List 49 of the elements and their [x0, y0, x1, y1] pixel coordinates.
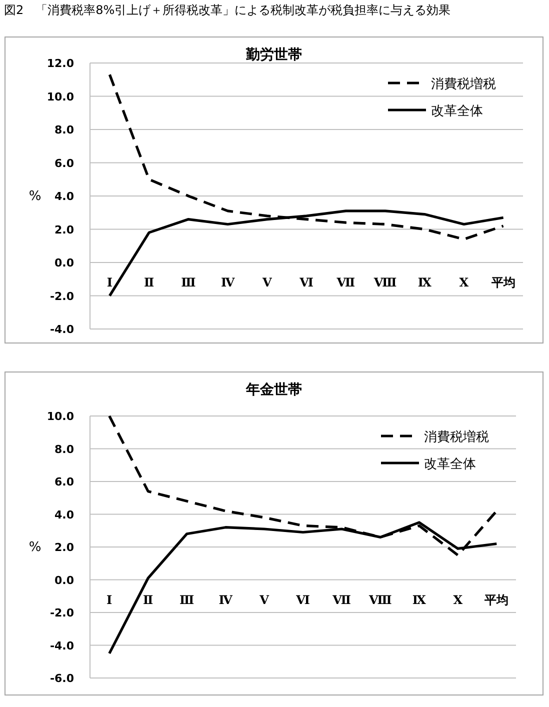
caption: 図2 「消費税率8%引上げ＋所得税改革」による税制改革が税負担率に与える効果 — [4, 3, 451, 17]
x-tick-label: 平均 — [484, 592, 509, 607]
y-tick-label: -4.0 — [50, 639, 74, 652]
y-tick-label: -2.0 — [50, 290, 74, 303]
y-tick-label: 0.0 — [54, 256, 74, 270]
x-tick-label: Ⅸ — [418, 276, 432, 290]
y-tick-label: 8.0 — [54, 124, 74, 136]
x-tick-label: Ⅲ — [180, 592, 195, 607]
legend-label: 消費税増税 — [431, 76, 496, 92]
x-tick-label: Ⅲ — [181, 276, 196, 290]
x-tick-label: Ⅷ — [368, 592, 392, 607]
x-tick-label: Ⅱ — [144, 276, 154, 290]
x-tick-label: Ⅳ — [220, 276, 235, 290]
y-tick-label: -6.0 — [50, 672, 74, 685]
y-tick-label: 4.0 — [54, 508, 74, 522]
y-tick-label: -4.0 — [50, 323, 74, 336]
x-tick-label: Ⅵ — [298, 276, 314, 290]
x-tick-label: Ⅹ — [453, 592, 464, 607]
y-axis-title: % — [28, 540, 42, 555]
x-tick-label: Ⅳ — [218, 592, 233, 607]
y-tick-label: -2.0 — [50, 606, 74, 620]
chart-title: 勤労世帯 — [245, 47, 302, 63]
y-tick-label: 10.0 — [46, 410, 74, 423]
chart-title: 年金世帯 — [245, 382, 302, 398]
legend-label: 消費税増税 — [424, 429, 489, 445]
y-tick-label: 0.0 — [54, 574, 74, 587]
x-tick-label: Ⅹ — [459, 276, 470, 290]
x-tick-label: Ⅸ — [412, 592, 426, 607]
x-tick-label: Ⅵ — [295, 592, 310, 607]
y-tick-label: 6.0 — [54, 156, 74, 170]
y-tick-label: 4.0 — [54, 190, 74, 203]
x-tick-label: Ⅷ — [372, 276, 397, 290]
x-tick-label: Ⅱ — [143, 592, 154, 607]
y-tick-label: 2.0 — [54, 223, 74, 236]
legend-label: 改革全体 — [431, 104, 483, 119]
y-axis-title: % — [28, 189, 42, 204]
x-tick-label: Ⅶ — [332, 592, 351, 607]
x-tick-label: 平均 — [490, 276, 516, 290]
y-tick-label: 12.0 — [46, 57, 74, 70]
y-tick-label: 10.0 — [46, 90, 74, 104]
y-tick-label: 8.0 — [54, 442, 74, 456]
y-tick-label: 6.0 — [54, 476, 74, 488]
x-tick-label: Ⅴ — [261, 276, 272, 290]
y-tick-label: 2.0 — [54, 541, 74, 554]
legend-label: 改革全体 — [424, 457, 476, 472]
x-tick-label: Ⅰ — [106, 276, 113, 290]
x-tick-label: Ⅴ — [258, 592, 270, 607]
x-tick-label: Ⅶ — [336, 276, 356, 290]
x-tick-label: Ⅰ — [106, 592, 113, 607]
